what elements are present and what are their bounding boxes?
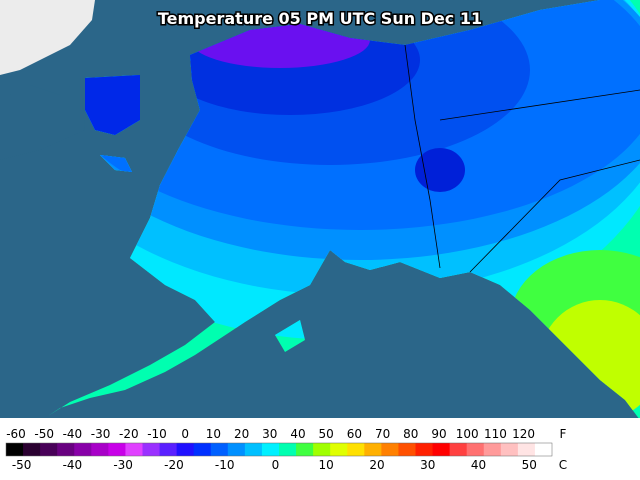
celsius-label: -30 <box>113 458 133 472</box>
fahrenheit-unit: F <box>560 427 567 441</box>
color-swatch <box>398 443 416 456</box>
color-swatch <box>108 443 126 456</box>
fahrenheit-label: -50 <box>34 427 54 441</box>
fahrenheit-label: 120 <box>512 427 535 441</box>
color-swatch <box>432 443 451 456</box>
color-swatch <box>500 443 519 456</box>
color-swatch <box>466 443 485 456</box>
color-swatch <box>279 443 297 456</box>
legend: -60 -50 -40 -30 -20 -10 0 10 20 30 40 50 60 70 80 90 100… <box>5 427 567 472</box>
color-swatch <box>227 443 246 456</box>
fahrenheit-label: 30 <box>262 427 277 441</box>
color-swatch <box>176 443 195 456</box>
color-swatch <box>449 443 468 456</box>
fahrenheit-label: 60 <box>347 427 362 441</box>
fahrenheit-label: 50 <box>319 427 334 441</box>
fahrenheit-label: 10 <box>206 427 221 441</box>
celsius-label: 30 <box>420 458 435 472</box>
color-swatch <box>347 443 365 456</box>
celsius-label: 10 <box>319 458 334 472</box>
fahrenheit-label: -30 <box>91 427 111 441</box>
color-swatch <box>313 443 331 456</box>
color-bar-frame <box>5 442 553 457</box>
border <box>404 44 640 273</box>
celsius-label: -10 <box>215 458 235 472</box>
fahrenheit-label: 80 <box>403 427 418 441</box>
band <box>415 148 465 192</box>
color-swatch <box>91 443 109 456</box>
celsius-unit: C <box>559 458 567 472</box>
color-swatch <box>483 443 502 456</box>
color-swatch <box>159 443 178 456</box>
celsius-label: 40 <box>471 458 486 472</box>
color-swatch <box>330 443 348 456</box>
color-swatch <box>296 443 314 456</box>
color-swatch <box>517 443 536 456</box>
fahrenheit-label: 40 <box>290 427 305 441</box>
celsius-label: 20 <box>369 458 384 472</box>
celsius-label: -40 <box>63 458 83 472</box>
sea <box>0 78 85 160</box>
color-swatch <box>261 443 280 456</box>
celsius-label: -50 <box>12 458 32 472</box>
fahrenheit-label: -60 <box>6 427 26 441</box>
fahrenheit-label: 100 <box>456 427 479 441</box>
fahrenheit-label: -40 <box>63 427 83 441</box>
color-swatch <box>23 443 41 456</box>
fahrenheit-label: 20 <box>234 427 249 441</box>
color-swatch <box>74 443 92 456</box>
celsius-label: 50 <box>522 458 537 472</box>
color-swatch <box>534 443 553 456</box>
color-swatch <box>415 443 434 456</box>
fahrenheit-label: -10 <box>147 427 167 441</box>
color-swatch <box>364 443 382 456</box>
color-swatch <box>381 443 399 456</box>
fahrenheit-label: 0 <box>181 427 189 441</box>
fahrenheit-label: -20 <box>119 427 139 441</box>
celsius-label: -20 <box>164 458 184 472</box>
siberia <box>0 0 95 75</box>
celsius-label: 0 <box>272 458 280 472</box>
fahrenheit-label: 110 <box>484 427 507 441</box>
color-swatch <box>244 443 263 456</box>
color-swatch <box>142 443 161 456</box>
color-swatch <box>125 443 143 456</box>
fahrenheit-label: 90 <box>431 427 446 441</box>
map-title: Temperature 05 PM UTC Sun Dec 11 <box>158 9 482 28</box>
color-swatch <box>40 443 58 456</box>
color-swatch <box>6 443 24 456</box>
color-swatch <box>193 443 212 456</box>
fahrenheit-label: 70 <box>375 427 390 441</box>
color-swatch <box>210 443 229 456</box>
color-swatch <box>57 443 75 456</box>
